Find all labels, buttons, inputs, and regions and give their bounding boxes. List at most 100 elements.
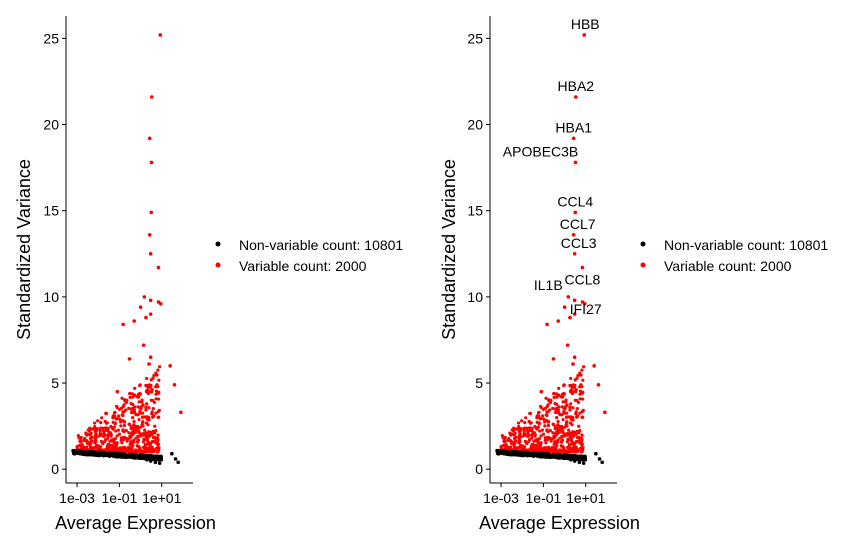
variable-point [155,441,159,445]
variable-point [109,439,113,443]
x-axis-label: Average Expression [55,513,216,533]
y-tick-label: 15 [467,203,483,219]
variable-point [141,432,146,436]
variable-point [131,402,135,407]
variable-point [147,448,152,452]
legend-key [640,241,646,247]
variable-point [541,414,545,418]
variable-point [140,400,144,404]
variable-point [79,440,83,444]
variable-point [561,400,565,404]
variable-point [155,373,159,377]
variable-point [94,445,98,449]
variable-point [539,417,543,421]
non-variable-point [106,452,111,456]
non-variable-point [518,451,522,455]
variable-point [545,446,549,450]
gene-label: CCL8 [565,272,601,288]
variable-point [568,408,572,412]
non-variable-point [142,456,146,461]
variable-point [561,444,565,449]
variable-point [551,431,555,435]
variable-point [158,365,162,369]
y-tick-label: 0 [51,461,59,477]
y-tick-label: 20 [467,117,483,133]
variable-point [150,445,154,449]
non-variable-point [75,450,79,454]
variable-point [511,442,515,446]
variable-point [141,411,145,415]
non-variable-point [524,451,528,456]
variable-point [559,440,564,444]
variable-point [124,408,128,412]
variable-point [580,368,584,372]
variable-point [150,412,154,416]
variable-point [132,423,136,427]
variable-point [509,445,513,449]
variable-point [122,423,127,428]
variable-point [563,432,567,436]
variable-point [565,343,570,347]
variable-point [115,389,120,394]
non-variable-point [144,454,148,459]
y-tick-label: 5 [51,375,59,391]
variable-point [141,424,145,428]
variable-point [556,419,560,424]
variable-point [148,252,153,256]
variable-point [145,449,149,453]
variable-point [141,420,145,424]
variable-point [539,443,543,448]
variable-point [154,411,158,415]
non-variable-point [116,454,120,458]
variable-point [129,432,134,436]
variable-point [579,373,583,377]
variable-point [145,438,149,442]
variable-point [137,426,141,430]
y-tick-label: 5 [475,375,483,391]
variable-point [90,435,94,439]
variable-point [571,136,576,141]
variable-point [142,295,147,299]
variable-point [556,423,560,427]
variable-point [137,417,141,422]
variable-point [114,429,118,433]
variable-point [125,398,129,402]
variable-point [93,436,97,440]
non-variable-point [176,460,181,465]
variable-point [552,434,556,438]
variable-point [150,433,154,437]
non-variable-point [78,451,82,455]
gene-label: CCL4 [557,193,593,209]
non-variable-point [512,451,516,455]
variable-point [525,426,529,430]
variable-point [517,436,521,440]
variable-point [129,407,133,411]
x-tick-label: 1e-03 [483,490,519,506]
variable-point [565,411,569,415]
non-variable-point [540,454,544,458]
variable-point [101,426,105,430]
non-variable-point [550,453,554,458]
non-variable-point [116,451,121,455]
variable-point [538,429,542,433]
variable-point [117,432,122,436]
variable-point [578,411,582,415]
non-variable-point [148,459,153,463]
variable-point [555,415,559,420]
variable-point [129,440,133,444]
variable-point [553,440,557,444]
variable-point [105,421,109,425]
variable-point [118,417,122,421]
non-variable-point [91,450,95,454]
non-variable-point [502,451,506,455]
variable-point [565,403,569,407]
variable-point [581,415,585,419]
variable-point [154,385,158,389]
variable-point [545,413,549,418]
variable-point [152,400,157,405]
non-variable-point [505,450,510,455]
variable-point [564,449,568,453]
variable-point [138,383,142,387]
